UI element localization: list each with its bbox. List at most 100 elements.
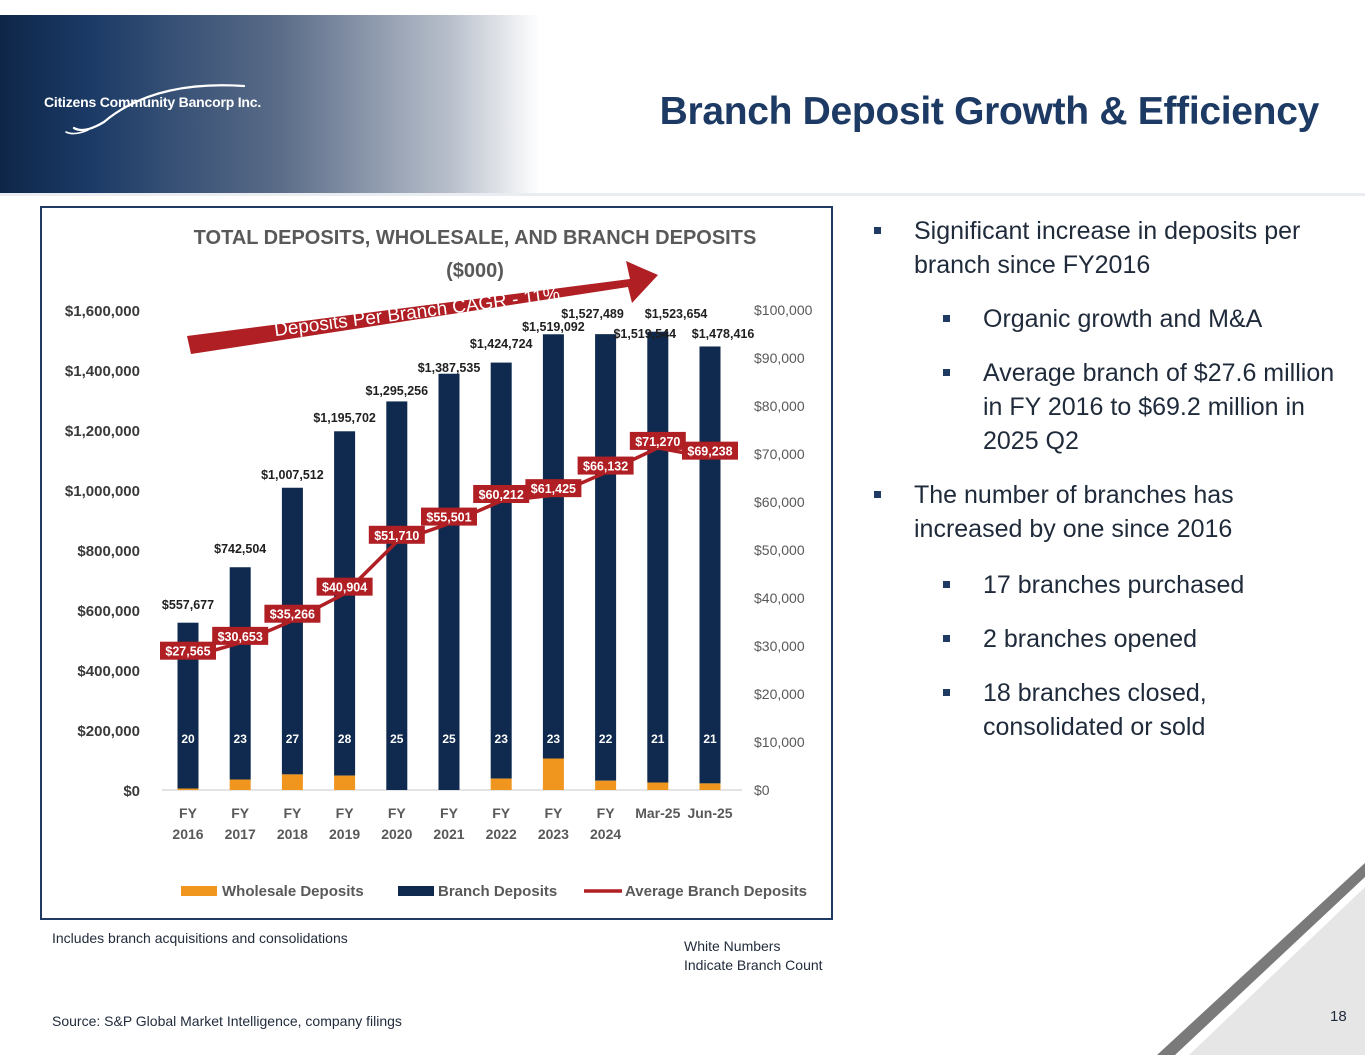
average-branch-label: $66,132 bbox=[583, 460, 628, 474]
header-divider bbox=[0, 193, 1365, 196]
x-tick-label: FY bbox=[283, 805, 302, 821]
average-label-box bbox=[682, 441, 738, 460]
company-name: Citizens Community Bancorp Inc. bbox=[44, 94, 262, 110]
average-label-box bbox=[525, 479, 582, 498]
bullet-marker-icon bbox=[943, 369, 950, 376]
average-label-box bbox=[577, 456, 634, 475]
x-tick-label: 2024 bbox=[590, 826, 621, 842]
header-band bbox=[0, 15, 1365, 195]
company-logo: Citizens Community Bancorp Inc. bbox=[44, 72, 274, 142]
deposits-chart: TOTAL DEPOSITS, WHOLESALE, AND BRANCH DE… bbox=[65, 227, 813, 900]
average-label-box bbox=[316, 577, 373, 596]
x-tick-label: Jun-25 bbox=[687, 805, 732, 821]
y-left-tick-label: $600,000 bbox=[77, 603, 140, 620]
cagr-arrow-shape bbox=[187, 261, 658, 354]
y-left-tick-label: $400,000 bbox=[77, 663, 140, 680]
y-right-tick-label: $0 bbox=[754, 782, 770, 798]
branch-count-label: 28 bbox=[338, 732, 352, 746]
branch-deposits-bar bbox=[334, 431, 356, 776]
y-left-tick-label: $0 bbox=[123, 783, 140, 800]
branch-count-label: 25 bbox=[442, 732, 456, 746]
y-left-tick-label: $1,400,000 bbox=[65, 363, 140, 380]
x-tick-label: 2018 bbox=[277, 826, 308, 842]
chart-title: TOTAL DEPOSITS, WHOLESALE, AND BRANCH DE… bbox=[194, 227, 757, 249]
bullet-point: The number of branches has increased by … bbox=[870, 478, 1340, 546]
corner-decoration bbox=[1157, 863, 1365, 1055]
average-branch-label: $60,212 bbox=[479, 488, 524, 502]
wholesale-deposits-bar bbox=[281, 774, 303, 790]
y-right-tick-label: $70,000 bbox=[754, 446, 805, 462]
legend-branch-swatch bbox=[398, 886, 434, 896]
legend-branch-label: Branch Deposits bbox=[438, 883, 557, 900]
key-points: Significant increase in deposits per bra… bbox=[870, 214, 1340, 744]
average-branch-point: $60,212 bbox=[473, 484, 530, 503]
y-right-tick-label: $50,000 bbox=[754, 542, 805, 558]
chart-subtitle: ($000) bbox=[446, 260, 504, 282]
average-branch-label: $30,653 bbox=[218, 630, 263, 644]
x-tick-label: 2017 bbox=[225, 826, 256, 842]
bullet-text: Average branch of $27.6 million in FY 20… bbox=[983, 359, 1335, 455]
x-tick-label: FY bbox=[388, 805, 407, 821]
source-note: Source: S&P Global Market Intelligence, … bbox=[52, 1013, 402, 1029]
branch-count-note-line1: White Numbers bbox=[684, 938, 781, 954]
bullet-marker-icon bbox=[874, 227, 881, 234]
x-tick-label: 2023 bbox=[538, 826, 569, 842]
wholesale-deposits-bar bbox=[229, 779, 251, 790]
x-tick-label: FY bbox=[440, 805, 459, 821]
y-right-tick-label: $20,000 bbox=[754, 686, 805, 702]
total-deposits-label: $1,424,724 bbox=[470, 337, 533, 351]
branch-count-label: 23 bbox=[234, 732, 248, 746]
x-tick-label: 2022 bbox=[486, 826, 517, 842]
total-deposits-label: $1,527,489 bbox=[561, 307, 624, 321]
branch-deposits-bar bbox=[647, 331, 669, 783]
total-deposits-label: $1,387,535 bbox=[418, 361, 481, 375]
branch-deposits-bar bbox=[542, 334, 564, 759]
x-tick-label: 2016 bbox=[172, 826, 203, 842]
average-branch-label: $51,710 bbox=[374, 529, 419, 543]
average-branch-point: $69,238 bbox=[682, 441, 738, 460]
x-tick-label: Mar-25 bbox=[635, 805, 680, 821]
total-deposits-label: $1,007,512 bbox=[261, 468, 324, 482]
average-branch-point: $35,266 bbox=[264, 604, 321, 623]
branch-deposits-bar bbox=[699, 346, 721, 784]
average-label-box bbox=[421, 507, 477, 526]
average-branch-point: $27,565 bbox=[160, 641, 216, 660]
branch-count-label: 21 bbox=[651, 732, 665, 746]
total-deposits-label: $1,195,702 bbox=[313, 411, 376, 425]
average-branch-point: $71,270 bbox=[629, 431, 686, 450]
total-deposits-label: $1,295,256 bbox=[366, 384, 429, 398]
branch-count-label: 21 bbox=[703, 732, 717, 746]
branch-count-label: 23 bbox=[547, 732, 561, 746]
average-branch-label: $71,270 bbox=[635, 435, 680, 449]
bullet-text: Organic growth and M&A bbox=[983, 305, 1263, 333]
bullet-text: 17 branches purchased bbox=[983, 571, 1245, 599]
wholesale-deposits-bar bbox=[699, 783, 721, 790]
average-branch-label: $40,904 bbox=[322, 581, 367, 595]
page-number: 18 bbox=[1330, 1008, 1347, 1025]
branch-deposits-bar bbox=[281, 487, 303, 775]
average-label-box bbox=[264, 604, 321, 623]
wholesale-deposits-bar bbox=[334, 775, 356, 790]
x-tick-label: 2020 bbox=[381, 826, 412, 842]
average-branch-point: $40,904 bbox=[316, 577, 373, 596]
x-tick-label: 2019 bbox=[329, 826, 360, 842]
wholesale-deposits-bar bbox=[542, 758, 564, 790]
y-right-tick-label: $100,000 bbox=[754, 302, 813, 318]
bullet-text: Significant increase in deposits per bra… bbox=[914, 217, 1301, 279]
bullet-marker-icon bbox=[943, 581, 950, 588]
wholesale-deposits-bar bbox=[647, 782, 669, 790]
y-right-tick-label: $60,000 bbox=[754, 494, 805, 510]
average-branch-label: $55,501 bbox=[426, 511, 471, 525]
branch-deposits-bar bbox=[490, 362, 512, 779]
y-right-tick-label: $10,000 bbox=[754, 734, 805, 750]
branch-count-label: 23 bbox=[495, 732, 509, 746]
y-left-tick-label: $1,200,000 bbox=[65, 423, 140, 440]
legend-average-label: Average Branch Deposits bbox=[625, 883, 807, 900]
x-tick-label: FY bbox=[544, 805, 563, 821]
branch-count-label: 27 bbox=[286, 732, 300, 746]
average-branch-point: $55,501 bbox=[421, 507, 477, 526]
branch-count-note-line2: Indicate Branch Count bbox=[684, 957, 823, 973]
chart-frame: TOTAL DEPOSITS, WHOLESALE, AND BRANCH DE… bbox=[40, 206, 833, 920]
average-label-box bbox=[473, 484, 530, 503]
total-deposits-label: $1,519,544 bbox=[613, 327, 676, 341]
